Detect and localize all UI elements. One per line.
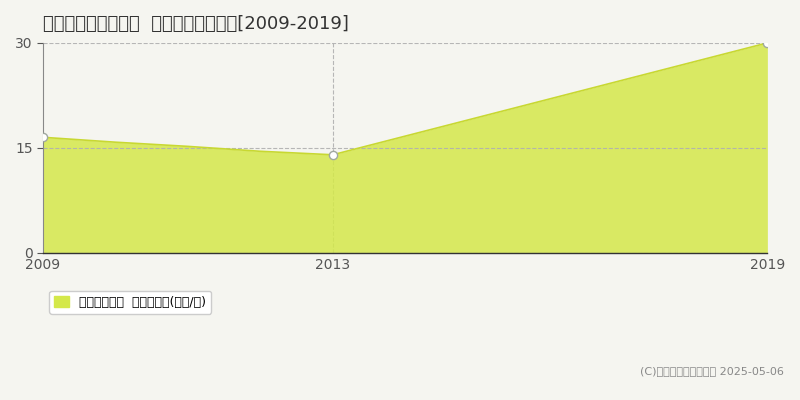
Legend: 収益物件価格  平均坪単価(万円/坪): 収益物件価格 平均坪単価(万円/坪) [50, 290, 211, 314]
Text: 愛知郡愛荘町愛知川  収益物件価格推移[2009-2019]: 愛知郡愛荘町愛知川 収益物件価格推移[2009-2019] [43, 15, 349, 33]
Point [326, 152, 339, 158]
Point [761, 40, 774, 46]
Point [37, 134, 50, 140]
Text: (C)土地価格ドットコム 2025-05-06: (C)土地価格ドットコム 2025-05-06 [640, 366, 784, 376]
